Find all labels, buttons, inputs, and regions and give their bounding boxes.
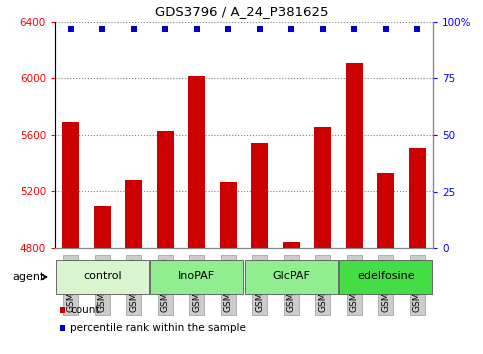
Bar [188, 76, 205, 248]
Point [413, 26, 421, 32]
Point [287, 26, 295, 32]
Bar [156, 131, 174, 248]
Text: GlcPAF: GlcPAF [272, 271, 310, 281]
Bar [62, 122, 79, 248]
Point [130, 26, 138, 32]
Text: count: count [70, 305, 99, 315]
Bar [220, 182, 237, 248]
Bar [251, 143, 269, 248]
Bar [377, 173, 395, 248]
Point [225, 26, 232, 32]
Text: GDS3796 / A_24_P381625: GDS3796 / A_24_P381625 [155, 5, 328, 18]
Bar [150, 260, 243, 294]
Point [193, 26, 200, 32]
Point [350, 26, 358, 32]
Bar [244, 260, 338, 294]
Point [99, 26, 106, 32]
Text: agent: agent [13, 272, 45, 282]
Bar [346, 63, 363, 248]
Bar [409, 148, 426, 248]
Text: control: control [83, 271, 122, 281]
Point [382, 26, 390, 32]
Text: percentile rank within the sample: percentile rank within the sample [70, 323, 246, 333]
Bar [125, 180, 142, 248]
Text: edelfosine: edelfosine [357, 271, 414, 281]
Bar [283, 242, 300, 248]
Bar [56, 260, 149, 294]
Bar [339, 260, 432, 294]
Point [319, 26, 327, 32]
Point [67, 26, 74, 32]
Text: InoPAF: InoPAF [178, 271, 215, 281]
Point [161, 26, 169, 32]
Bar [94, 206, 111, 248]
Bar [314, 126, 331, 248]
Point [256, 26, 264, 32]
